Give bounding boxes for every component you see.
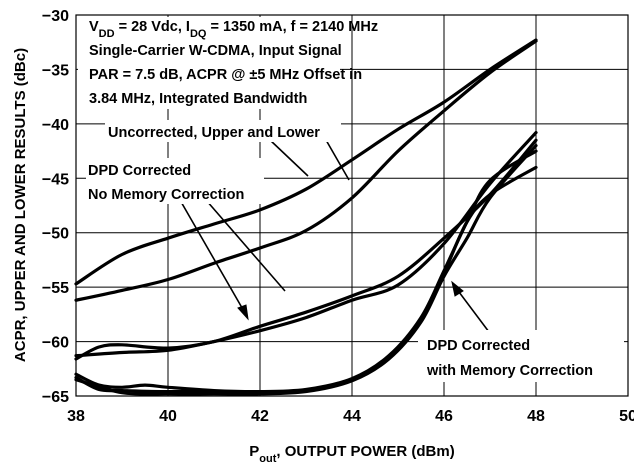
y-tick-label: −65 xyxy=(42,389,69,406)
no-memory-leader-2 xyxy=(205,199,286,292)
memory-arrowhead xyxy=(451,280,464,297)
y-axis-title: ACPR, UPPER AND LOWER RESULTS (dBc) xyxy=(12,48,29,362)
no-memory-leader-1 xyxy=(179,199,246,314)
series-line-dpd-memory-6 xyxy=(74,144,538,396)
series-line-dpd-memory-5 xyxy=(74,149,538,394)
no-memory-label-line-1: DPD Corrected xyxy=(88,163,191,179)
y-tick-label: −50 xyxy=(42,226,69,243)
x-tick-label: 46 xyxy=(435,408,453,425)
y-tick-label: −55 xyxy=(42,280,69,297)
y-tick-labels: −30 −35 −40 −45 −50 −55 −60 −65 xyxy=(42,8,69,406)
x-tick-label: 48 xyxy=(527,408,545,425)
no-memory-arrowhead-1 xyxy=(237,304,249,321)
conditions-box-bg xyxy=(78,17,340,109)
y-tick-label: −35 xyxy=(42,62,69,79)
y-tick-label: −45 xyxy=(42,171,69,188)
x-axis-title: Pout, OUTPUT POWER (dBm) xyxy=(249,443,454,465)
memory-label-line-2: with Memory Correction xyxy=(426,363,593,379)
no-memory-label-bg xyxy=(86,158,264,204)
no-memory-label-line-2: No Memory Correction xyxy=(88,187,244,203)
series-layer xyxy=(74,38,538,396)
y-tick-label: −30 xyxy=(42,8,69,25)
conditions-line-4: 3.84 MHz, Integrated Bandwidth xyxy=(89,91,307,107)
conditions-line-1: VDD = 28 Vdc, IDQ = 1350 mA, f = 2140 MH… xyxy=(89,19,378,40)
annotation-arrows xyxy=(179,139,493,337)
memory-label-bg xyxy=(418,330,624,382)
x-tick-label: 38 xyxy=(67,408,85,425)
memory-leader xyxy=(455,287,493,337)
plot-area-frame xyxy=(75,14,629,397)
y-tick-label: −40 xyxy=(42,117,69,134)
uncorrected-label-bg xyxy=(105,120,341,142)
uncorrected-leader-2 xyxy=(325,139,350,181)
x-tick-label: 50 xyxy=(619,408,634,425)
series-line-uncorrected-1 xyxy=(74,39,538,302)
uncorrected-label: Uncorrected, Upper and Lower xyxy=(108,125,320,141)
memory-label-line-1: DPD Corrected xyxy=(427,338,530,354)
conditions-line-2: Single-Carrier W-CDMA, Input Signal xyxy=(89,43,342,59)
x-tick-labels: 38 40 42 44 46 48 50 xyxy=(67,408,634,425)
x-tick-label: 44 xyxy=(343,408,361,425)
x-tick-label: 40 xyxy=(159,408,177,425)
conditions-line-3: PAR = 7.5 dB, ACPR @ ±5 MHz Offset in xyxy=(89,67,362,83)
x-tick-label: 42 xyxy=(251,408,269,425)
series-line-uncorrected-0 xyxy=(74,38,538,286)
uncorrected-leader-1 xyxy=(269,139,309,177)
y-tick-label: −60 xyxy=(42,335,69,352)
series-line-dpd-no-memory-3 xyxy=(74,138,538,361)
